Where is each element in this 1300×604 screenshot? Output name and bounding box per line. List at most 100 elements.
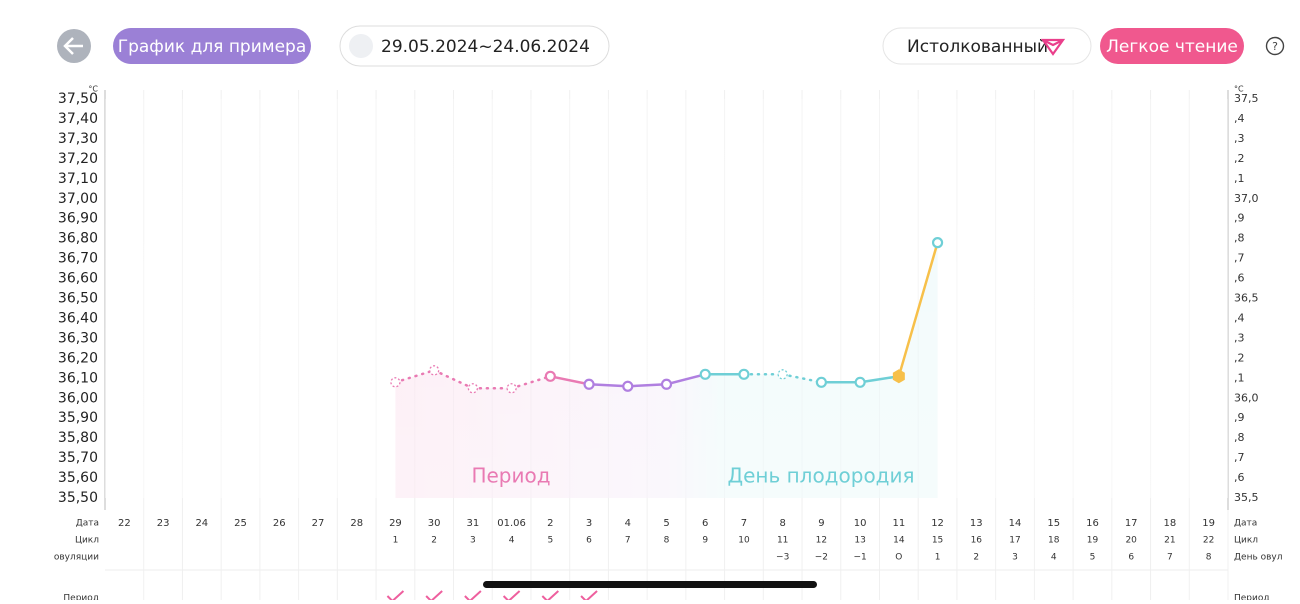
line-segment bbox=[781, 373, 823, 384]
interpreted-label: Истолкованный bbox=[907, 37, 1048, 57]
cycle-day: 17 bbox=[1009, 536, 1020, 546]
row-label: Период bbox=[63, 594, 99, 601]
line-segment bbox=[587, 383, 630, 388]
row-label: овуляции bbox=[54, 553, 99, 563]
y-tick-label: 36,70 bbox=[58, 251, 98, 267]
date-range: 29.05.2024~24.06.2024 bbox=[381, 37, 590, 57]
help-icon: ? bbox=[1272, 40, 1278, 53]
x-tick-label: 28 bbox=[350, 518, 363, 529]
point bbox=[660, 378, 673, 390]
x-tick-label: 12 bbox=[931, 518, 944, 529]
ovulation-day: 4 bbox=[1051, 553, 1057, 563]
cycle-day: 21 bbox=[1164, 536, 1175, 546]
y2-tick-label: ,4 bbox=[1234, 112, 1245, 125]
cycle-day: 9 bbox=[702, 536, 708, 546]
point bbox=[544, 370, 556, 382]
sample-button[interactable] bbox=[113, 28, 311, 64]
point bbox=[467, 383, 479, 394]
row-label: Дата bbox=[76, 519, 99, 529]
line-segment bbox=[394, 369, 436, 384]
x-tick-label: 5 bbox=[663, 518, 669, 529]
row-label: Цикл bbox=[1234, 536, 1258, 546]
row-label: Цикл bbox=[75, 536, 99, 546]
y-tick-label: 35,90 bbox=[58, 410, 98, 426]
cycle-day: 13 bbox=[854, 536, 865, 546]
cycle-day: 20 bbox=[1125, 536, 1137, 546]
x-tick-label: 24 bbox=[195, 518, 208, 529]
point bbox=[506, 383, 517, 394]
y-tick-label: 35,50 bbox=[58, 490, 98, 506]
cycle-day: 6 bbox=[586, 536, 592, 546]
point bbox=[931, 237, 944, 249]
y2-tick-label: 37,5 bbox=[1234, 92, 1259, 105]
y2-unit: °C bbox=[1234, 85, 1244, 94]
period-check bbox=[386, 590, 405, 603]
y2-tick-label: ,6 bbox=[1234, 272, 1245, 285]
line-segment bbox=[897, 241, 939, 378]
ovulation-day: 3 bbox=[1012, 553, 1018, 563]
x-tick-label: 27 bbox=[312, 518, 325, 529]
line-segment bbox=[432, 369, 475, 390]
ovulation-day: 7 bbox=[1167, 553, 1173, 563]
home-indicator bbox=[483, 581, 817, 588]
y2-tick-label: ,8 bbox=[1234, 431, 1245, 444]
x-tick-label: 7 bbox=[741, 518, 747, 529]
y2-tick-label: ,2 bbox=[1234, 351, 1245, 364]
cycle-day: 19 bbox=[1087, 536, 1099, 546]
annotation: Период bbox=[471, 464, 550, 488]
cycle-day: 2 bbox=[431, 536, 437, 546]
x-tick-label: 29 bbox=[389, 518, 402, 529]
date-icon bbox=[349, 34, 373, 58]
y-tick-label: 37,00 bbox=[58, 191, 98, 207]
easy-read-button[interactable] bbox=[1100, 28, 1244, 64]
x-tick-label: 3 bbox=[586, 518, 592, 529]
line-segment bbox=[626, 383, 668, 388]
cycle-day: 18 bbox=[1048, 536, 1060, 546]
point bbox=[622, 380, 634, 392]
x-tick-label: 15 bbox=[1047, 518, 1060, 529]
cycle-day: 12 bbox=[816, 536, 827, 546]
point bbox=[815, 376, 827, 388]
x-tick-label: 10 bbox=[854, 518, 867, 529]
y2-tick-label: ,6 bbox=[1234, 471, 1245, 484]
cycle-day: 11 bbox=[777, 536, 788, 546]
ovulation-day: О bbox=[895, 553, 902, 563]
y-tick-label: 36,90 bbox=[58, 211, 98, 227]
cycle-day: 1 bbox=[393, 536, 399, 546]
ovulation-day: −2 bbox=[815, 553, 828, 563]
x-tick-label: 6 bbox=[702, 518, 708, 529]
y2-tick-label: ,7 bbox=[1234, 451, 1245, 464]
x-tick-label: 17 bbox=[1125, 518, 1138, 529]
y-unit: °C bbox=[88, 85, 98, 94]
y-tick-label: 37,50 bbox=[58, 91, 98, 107]
y2-tick-label: ,1 bbox=[1234, 371, 1245, 384]
period-check bbox=[425, 590, 443, 603]
row-label: День овул bbox=[1234, 553, 1283, 563]
interpreted-button[interactable] bbox=[882, 27, 1092, 65]
point bbox=[738, 368, 750, 380]
diamond-icon bbox=[1040, 38, 1066, 56]
ovulation-day: −3 bbox=[776, 553, 789, 563]
y-tick-label: 37,30 bbox=[58, 131, 98, 147]
line-segment bbox=[858, 375, 901, 384]
y2-tick-label: ,8 bbox=[1234, 232, 1245, 245]
x-tick-label: 9 bbox=[818, 518, 824, 529]
x-tick-label: 8 bbox=[779, 518, 785, 529]
cycle-day: 5 bbox=[547, 536, 553, 546]
x-tick-label: 18 bbox=[1164, 518, 1177, 529]
row-label: Дата bbox=[1234, 519, 1257, 529]
help-button[interactable] bbox=[1265, 36, 1285, 56]
x-tick-label: 23 bbox=[157, 518, 170, 529]
ovulation-day: 5 bbox=[1090, 553, 1096, 563]
cycle-day: 10 bbox=[738, 536, 750, 546]
x-tick-label: 4 bbox=[625, 518, 631, 529]
cycle-day: 22 bbox=[1203, 536, 1214, 546]
period-check bbox=[502, 590, 521, 603]
ovulation-day: 2 bbox=[973, 553, 979, 563]
ovulation-day: 1 bbox=[935, 553, 941, 563]
y-tick-label: 36,00 bbox=[58, 390, 98, 406]
y-tick-label: 35,70 bbox=[58, 450, 98, 466]
point bbox=[429, 365, 440, 376]
date-range-picker[interactable] bbox=[339, 25, 610, 67]
